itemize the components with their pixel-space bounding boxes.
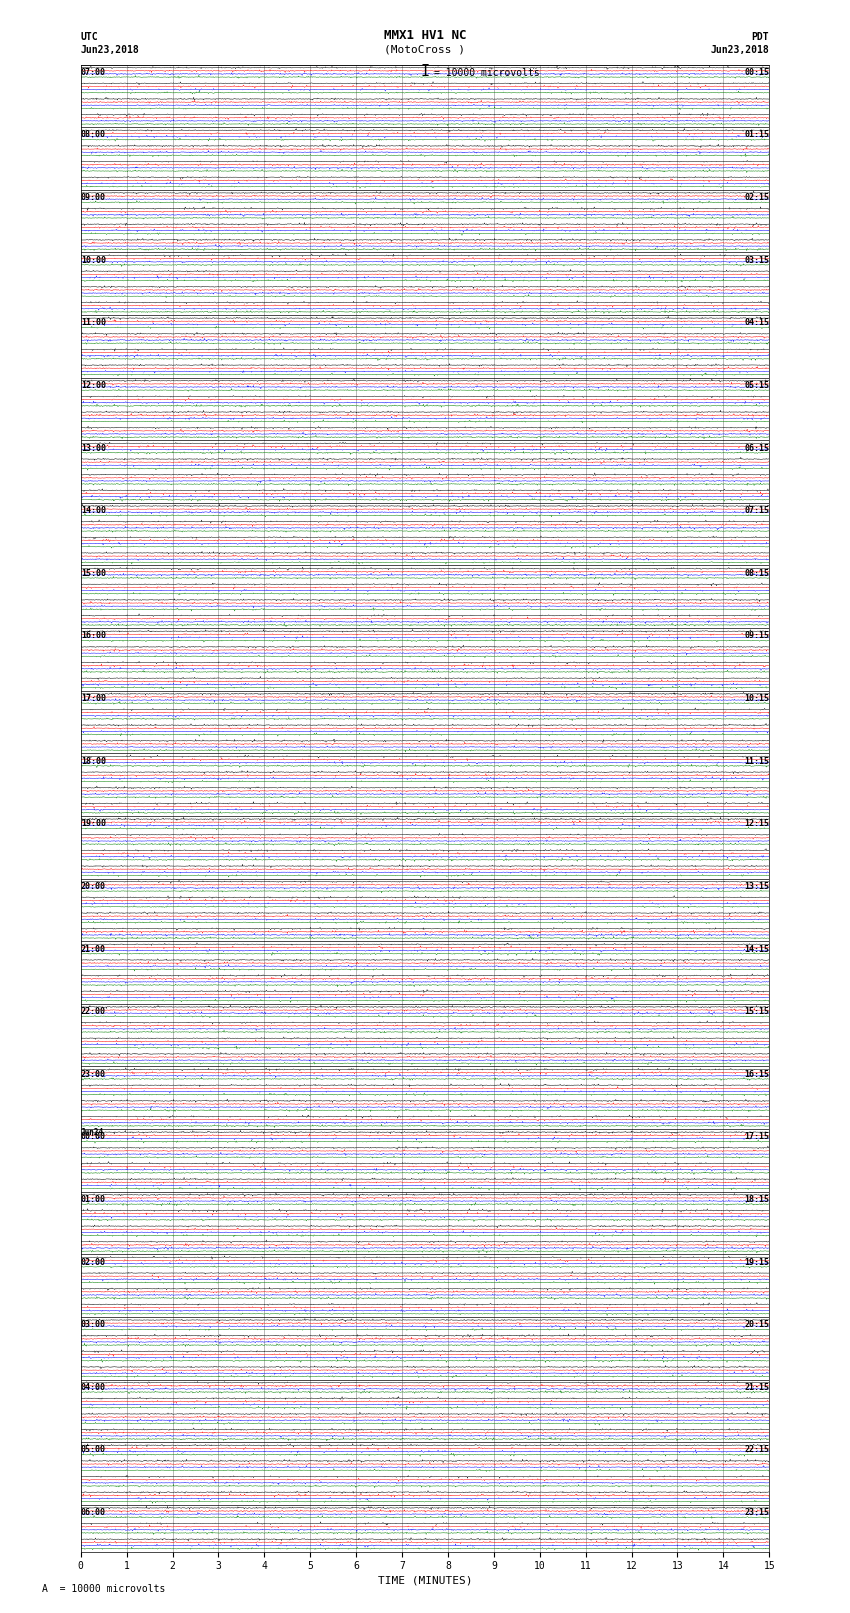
Text: Jun23,2018: Jun23,2018 [711,45,769,55]
Text: A  = 10000 microvolts: A = 10000 microvolts [42,1584,166,1594]
Text: 11:00: 11:00 [81,318,105,327]
Text: = 10000 microvolts: = 10000 microvolts [434,68,539,79]
Text: 04:15: 04:15 [745,318,769,327]
Text: 21:00: 21:00 [81,945,105,953]
Text: I: I [421,65,429,79]
Text: 12:00: 12:00 [81,381,105,390]
Text: 13:15: 13:15 [745,882,769,890]
Text: 09:15: 09:15 [745,631,769,640]
Text: 14:15: 14:15 [745,945,769,953]
Text: 17:00: 17:00 [81,694,105,703]
Text: 16:00: 16:00 [81,631,105,640]
Text: 07:00: 07:00 [81,68,105,77]
Text: 13:00: 13:00 [81,444,105,453]
Text: 15:00: 15:00 [81,569,105,577]
Text: 20:15: 20:15 [745,1319,769,1329]
Text: 06:15: 06:15 [745,444,769,453]
Text: 01:15: 01:15 [745,131,769,139]
Text: 09:00: 09:00 [81,194,105,202]
Text: 06:00: 06:00 [81,1508,105,1518]
Text: 05:00: 05:00 [81,1445,105,1455]
Text: 16:15: 16:15 [745,1069,769,1079]
Text: Jun24: Jun24 [81,1127,104,1137]
Text: 19:00: 19:00 [81,819,105,827]
Text: 15:15: 15:15 [745,1007,769,1016]
Text: MMX1 HV1 NC: MMX1 HV1 NC [383,29,467,42]
Text: 08:15: 08:15 [745,569,769,577]
X-axis label: TIME (MINUTES): TIME (MINUTES) [377,1576,473,1586]
Text: 23:00: 23:00 [81,1069,105,1079]
Text: 20:00: 20:00 [81,882,105,890]
Text: 17:15: 17:15 [745,1132,769,1142]
Text: 10:15: 10:15 [745,694,769,703]
Text: 05:15: 05:15 [745,381,769,390]
Text: 18:15: 18:15 [745,1195,769,1203]
Text: 03:00: 03:00 [81,1319,105,1329]
Text: 01:00: 01:00 [81,1195,105,1203]
Text: 18:00: 18:00 [81,756,105,766]
Text: 03:15: 03:15 [745,256,769,265]
Text: 00:00: 00:00 [81,1132,105,1142]
Text: 11:15: 11:15 [745,756,769,766]
Text: 22:15: 22:15 [745,1445,769,1455]
Text: 21:15: 21:15 [745,1382,769,1392]
Text: 23:15: 23:15 [745,1508,769,1518]
Text: (MotoCross ): (MotoCross ) [384,45,466,55]
Text: 14:00: 14:00 [81,506,105,515]
Text: 10:00: 10:00 [81,256,105,265]
Text: Jun23,2018: Jun23,2018 [81,45,139,55]
Text: UTC: UTC [81,32,99,42]
Text: 02:15: 02:15 [745,194,769,202]
Text: 00:15: 00:15 [745,68,769,77]
Text: 04:00: 04:00 [81,1382,105,1392]
Text: 07:15: 07:15 [745,506,769,515]
Text: 08:00: 08:00 [81,131,105,139]
Text: PDT: PDT [751,32,769,42]
Text: 22:00: 22:00 [81,1007,105,1016]
Text: 02:00: 02:00 [81,1258,105,1266]
Text: 12:15: 12:15 [745,819,769,827]
Text: 19:15: 19:15 [745,1258,769,1266]
